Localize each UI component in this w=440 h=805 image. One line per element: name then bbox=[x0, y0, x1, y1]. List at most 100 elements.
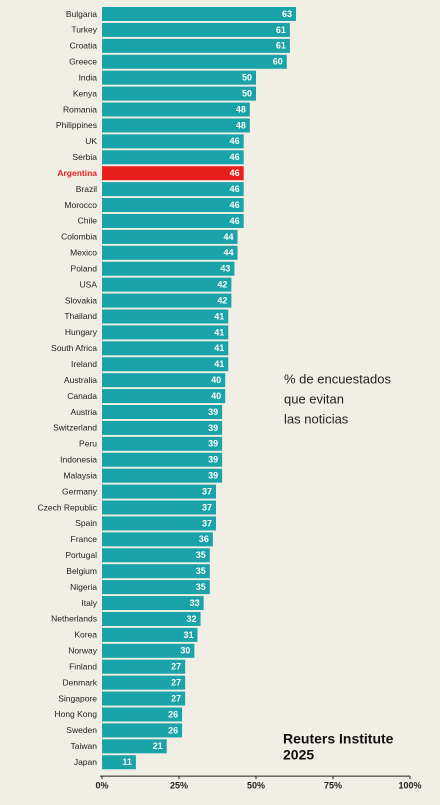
value-label: 33 bbox=[190, 598, 200, 608]
value-label: 48 bbox=[236, 120, 246, 130]
annotation: las noticias bbox=[284, 411, 349, 426]
bar bbox=[102, 198, 244, 213]
value-label: 30 bbox=[180, 646, 190, 656]
value-label: 26 bbox=[168, 709, 178, 719]
value-label: 61 bbox=[276, 41, 286, 51]
category-label: Austria bbox=[71, 407, 98, 417]
bar bbox=[102, 707, 183, 722]
value-label: 27 bbox=[171, 693, 181, 703]
bar bbox=[102, 723, 183, 738]
bar bbox=[102, 484, 216, 499]
category-label: Bulgaria bbox=[66, 9, 97, 19]
category-label: Denmark bbox=[63, 677, 98, 687]
value-label: 44 bbox=[224, 248, 234, 258]
value-label: 63 bbox=[282, 9, 292, 19]
value-label: 37 bbox=[202, 486, 212, 496]
category-label: Australia bbox=[64, 375, 97, 385]
bar bbox=[102, 580, 210, 595]
bar bbox=[102, 659, 186, 674]
bar bbox=[102, 38, 290, 53]
category-label: Nigeria bbox=[70, 582, 97, 592]
bar bbox=[102, 293, 232, 308]
bar bbox=[102, 627, 198, 642]
annotation: que evitan bbox=[284, 391, 344, 406]
bar bbox=[102, 532, 213, 547]
category-label: Sweden bbox=[66, 725, 97, 735]
bar bbox=[102, 182, 244, 197]
category-label: Thailand bbox=[64, 311, 97, 321]
bar bbox=[102, 213, 244, 228]
category-label: Singapore bbox=[58, 693, 97, 703]
value-label: 48 bbox=[236, 104, 246, 114]
value-label: 46 bbox=[230, 152, 240, 162]
category-label: Hong Kong bbox=[54, 709, 97, 719]
bar bbox=[102, 245, 238, 260]
value-label: 39 bbox=[208, 439, 218, 449]
category-label: South Africa bbox=[51, 343, 97, 353]
bar bbox=[102, 70, 256, 85]
value-label: 40 bbox=[211, 391, 221, 401]
bar bbox=[102, 54, 287, 69]
value-label: 46 bbox=[230, 200, 240, 210]
category-label: Peru bbox=[79, 439, 97, 449]
value-label: 21 bbox=[153, 741, 163, 751]
value-label: 41 bbox=[214, 311, 224, 321]
bar bbox=[102, 500, 216, 515]
category-label: Chile bbox=[78, 216, 98, 226]
bar bbox=[102, 564, 210, 579]
bar bbox=[102, 405, 223, 419]
category-label: Philippines bbox=[56, 120, 97, 130]
value-label: 26 bbox=[168, 725, 178, 735]
value-label: 35 bbox=[196, 582, 206, 592]
category-label: Belgium bbox=[66, 566, 97, 576]
category-label: Switzerland bbox=[53, 423, 97, 433]
value-label: 43 bbox=[220, 264, 230, 274]
bar bbox=[102, 229, 238, 244]
bar bbox=[102, 643, 195, 658]
category-label: Poland bbox=[71, 263, 98, 273]
category-label: Romania bbox=[63, 104, 97, 114]
value-label: 44 bbox=[224, 232, 234, 242]
bar bbox=[102, 118, 250, 133]
bar bbox=[102, 102, 250, 117]
bar bbox=[102, 7, 297, 21]
category-label: Morocco bbox=[64, 200, 97, 210]
bar bbox=[102, 596, 204, 611]
bar bbox=[102, 166, 244, 181]
value-label: 50 bbox=[242, 73, 252, 83]
category-label: Germany bbox=[62, 486, 98, 496]
value-label: 46 bbox=[230, 184, 240, 194]
bar bbox=[102, 675, 186, 690]
value-label: 39 bbox=[208, 471, 218, 481]
bar bbox=[102, 277, 232, 292]
category-label: Ireland bbox=[71, 359, 97, 369]
category-label: Taiwan bbox=[71, 741, 98, 751]
annotation: % de encuestados bbox=[284, 371, 391, 386]
category-label: Colombia bbox=[61, 232, 97, 242]
category-label: Norway bbox=[68, 646, 98, 656]
bar bbox=[102, 755, 136, 770]
category-label: Finland bbox=[69, 661, 97, 671]
value-label: 61 bbox=[276, 25, 286, 35]
category-label: Turkey bbox=[71, 25, 97, 35]
bar bbox=[102, 691, 186, 706]
value-label: 37 bbox=[202, 502, 212, 512]
value-label: 46 bbox=[230, 168, 240, 178]
value-label: 50 bbox=[242, 88, 252, 98]
bar bbox=[102, 150, 244, 165]
category-label: India bbox=[79, 72, 98, 82]
value-label: 36 bbox=[199, 534, 209, 544]
category-label: Malaysia bbox=[63, 470, 97, 480]
value-label: 46 bbox=[230, 216, 240, 226]
value-label: 39 bbox=[208, 407, 218, 417]
bar bbox=[102, 468, 223, 483]
category-label: Indonesia bbox=[60, 455, 97, 465]
category-label: Portugal bbox=[65, 550, 97, 560]
category-label: Argentina bbox=[57, 168, 97, 178]
value-label: 11 bbox=[122, 757, 132, 767]
bar bbox=[102, 436, 223, 451]
category-label: Japan bbox=[74, 757, 97, 767]
bar bbox=[102, 325, 229, 340]
bar bbox=[102, 22, 290, 37]
source: Reuters Institute bbox=[283, 731, 394, 747]
